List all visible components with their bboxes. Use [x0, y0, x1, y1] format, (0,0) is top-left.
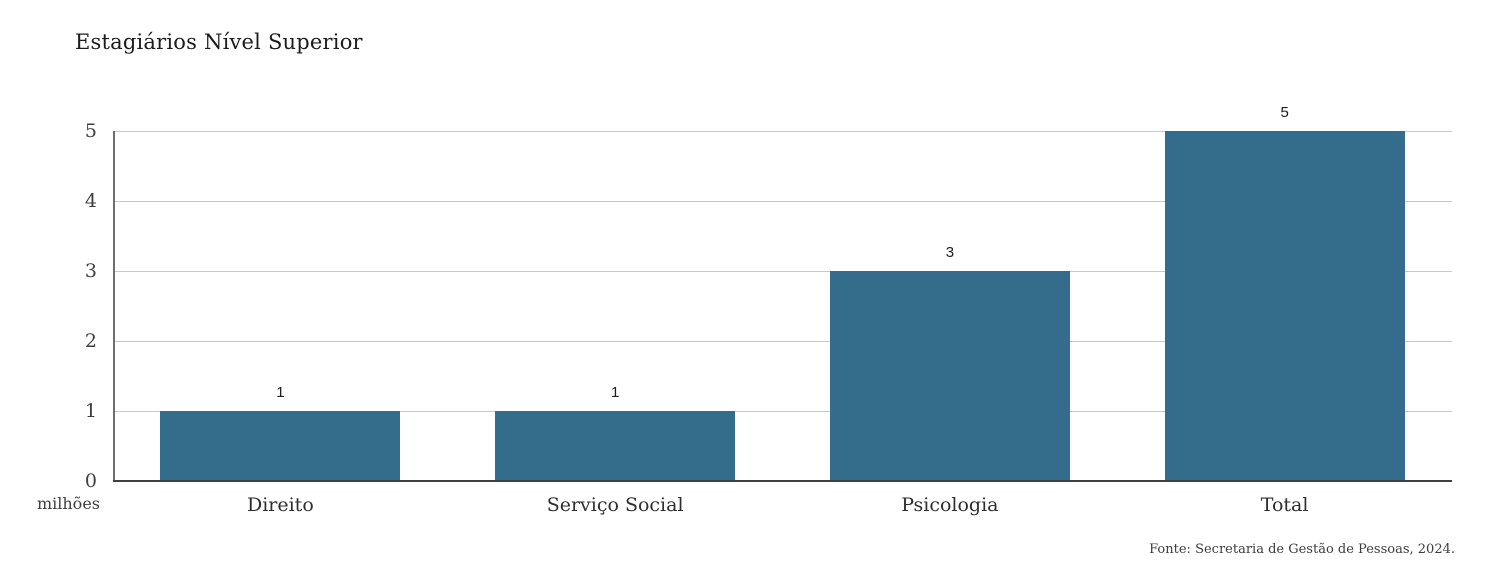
bar-value-label-psicologia: 3: [945, 244, 955, 261]
bar-value-label-servico-social: 1: [610, 384, 620, 401]
chart-title: Estagiários Nível Superior: [75, 30, 363, 54]
y-tick-label-3: 3: [84, 260, 97, 282]
category-label-psicologia: Psicologia: [901, 494, 999, 516]
bar-servico-social: [495, 411, 736, 481]
plot-area: 1 1 3 5: [113, 104, 1452, 481]
category-label-direito: Direito: [246, 494, 314, 516]
y-tick-label-1: 1: [84, 400, 97, 422]
gridline-y2: [113, 341, 1452, 342]
bar-direito: [160, 411, 401, 481]
y-tick-label-2: 2: [84, 330, 97, 352]
bar-psicologia: [829, 271, 1070, 481]
y-tick-label-0: 0: [84, 470, 97, 492]
source-note: Fonte: Secretaria de Gestão de Pessoas, …: [1149, 542, 1455, 557]
gridline-y4: [113, 201, 1452, 202]
bar-value-label-total: 5: [1280, 104, 1289, 121]
gridline-y1: [113, 411, 1452, 412]
category-label-servico-social: Serviço Social: [546, 494, 684, 516]
y-tick-label-5: 5: [84, 120, 97, 142]
x-axis-line: [113, 480, 1452, 482]
category-label-total: Total: [1260, 494, 1309, 516]
y-tick-label-4: 4: [84, 190, 97, 212]
gridline-y3: [113, 271, 1452, 272]
bar-value-label-direito: 1: [276, 384, 285, 401]
bar-total: [1164, 131, 1405, 481]
y-axis-line: [113, 131, 115, 481]
gridline-y5: [113, 131, 1452, 132]
y-axis-unit-label: milhões: [36, 494, 100, 513]
